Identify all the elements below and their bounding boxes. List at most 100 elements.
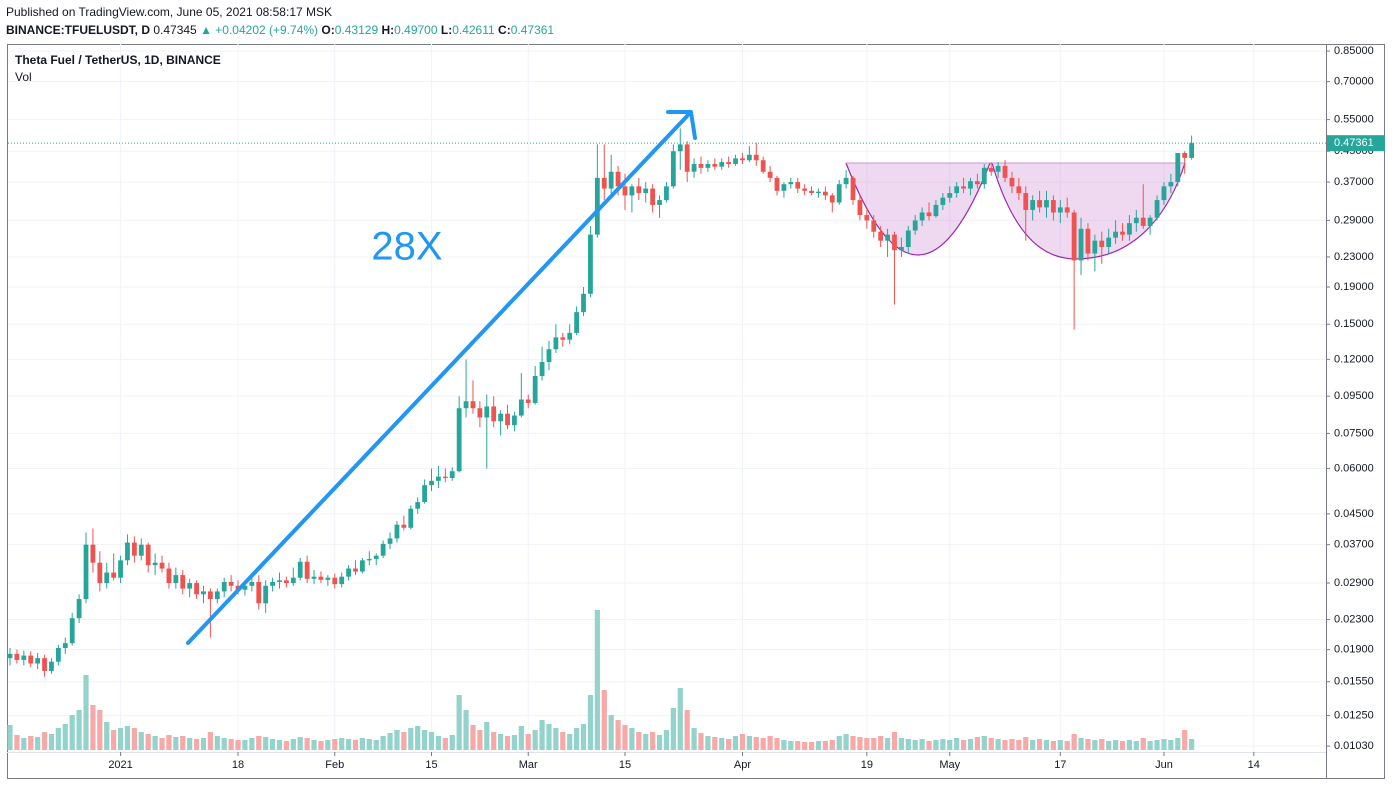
ohlc-value: 0.49700 bbox=[394, 23, 438, 37]
candle-body bbox=[207, 591, 213, 600]
candle-body bbox=[1175, 152, 1181, 183]
candle-body bbox=[28, 655, 34, 664]
volume-bar bbox=[138, 732, 144, 750]
candle-body bbox=[733, 158, 738, 164]
x-tick-label: Mar bbox=[519, 759, 538, 771]
candle-body bbox=[173, 575, 179, 584]
candle-body bbox=[912, 220, 918, 231]
symbol-line: BINANCE:TFUELUSDT, D 0.47345 ▲ +0.04202 … bbox=[6, 23, 554, 37]
volume-bar bbox=[843, 734, 849, 750]
volume-bar bbox=[1168, 740, 1174, 750]
volume-bar bbox=[55, 728, 61, 750]
volume-bar bbox=[940, 739, 946, 750]
candle-body bbox=[878, 231, 884, 241]
volume-bar bbox=[83, 675, 89, 750]
chart-title: Theta Fuel / TetherUS, 1D, BINANCE bbox=[15, 53, 221, 67]
candle-body bbox=[1161, 186, 1167, 201]
volume-bar bbox=[173, 737, 179, 750]
volume-bar bbox=[345, 739, 352, 750]
volume-bar bbox=[35, 737, 41, 750]
candle-body bbox=[256, 581, 262, 604]
volume-bar bbox=[1126, 740, 1133, 750]
candle-body bbox=[843, 177, 849, 185]
candle-body bbox=[829, 195, 835, 203]
candle-body bbox=[1140, 217, 1146, 226]
cup-arc bbox=[991, 162, 1186, 260]
candle-body bbox=[159, 562, 165, 569]
volume-bar bbox=[90, 705, 96, 750]
candle-body bbox=[449, 471, 455, 479]
candle-body bbox=[885, 234, 890, 241]
volume-bar bbox=[214, 736, 220, 750]
candle-body bbox=[560, 337, 566, 340]
grid bbox=[8, 44, 1326, 752]
candle-body bbox=[373, 555, 379, 559]
volume-bar bbox=[726, 739, 732, 750]
candle-body bbox=[512, 415, 517, 426]
candle-body bbox=[477, 408, 483, 418]
volume-bar bbox=[553, 728, 559, 750]
candle-body bbox=[1051, 200, 1056, 213]
volume-bar bbox=[656, 735, 663, 750]
volume-bar bbox=[131, 728, 137, 750]
candle-body bbox=[442, 476, 448, 479]
volume-bar bbox=[1071, 734, 1077, 750]
candle-body bbox=[263, 585, 269, 604]
x-tick-label: Apr bbox=[734, 759, 751, 771]
volume-bar bbox=[912, 740, 918, 750]
candle-body bbox=[429, 480, 434, 486]
candle-body bbox=[1002, 165, 1008, 178]
candle-body bbox=[214, 591, 220, 600]
volume-bar bbox=[491, 732, 497, 750]
volume-bar bbox=[166, 735, 172, 750]
candle-body bbox=[726, 162, 732, 164]
axes: 0.850000.700000.550000.450000.370000.290… bbox=[8, 45, 1385, 771]
candle-body bbox=[968, 181, 973, 189]
candle-body bbox=[691, 163, 697, 172]
volume-bar bbox=[1030, 740, 1036, 750]
volume-bar bbox=[808, 742, 815, 750]
candle-body bbox=[270, 581, 275, 586]
ohlc-label: C: bbox=[498, 23, 511, 37]
volume-bar bbox=[456, 695, 462, 750]
arrow-head bbox=[666, 110, 697, 140]
volume-bar bbox=[1112, 740, 1119, 750]
candle-body bbox=[1064, 207, 1070, 213]
volume-bar bbox=[463, 710, 469, 750]
y-tick-label: 0.01900 bbox=[1334, 644, 1374, 656]
volume-bar bbox=[850, 736, 856, 750]
volume-bar bbox=[767, 736, 773, 750]
volume-bar bbox=[339, 738, 345, 750]
candle-body bbox=[947, 193, 953, 198]
volume-bar bbox=[435, 736, 442, 750]
candle-body bbox=[394, 524, 400, 539]
candle-body bbox=[221, 581, 227, 592]
ohlc: O:0.43129 H:0.49700 L:0.42611 C:0.47361 bbox=[321, 23, 554, 37]
candle-body bbox=[788, 182, 794, 185]
volume-bar bbox=[746, 736, 752, 750]
candle-body bbox=[850, 177, 856, 201]
candle-body bbox=[664, 186, 669, 201]
volume-bar bbox=[124, 726, 131, 750]
candle-body bbox=[1113, 231, 1118, 238]
volume-bar bbox=[442, 738, 448, 750]
x-tick-label: Jun bbox=[1155, 759, 1173, 771]
volume-bar bbox=[97, 710, 103, 750]
x-tick-label: 17 bbox=[1054, 759, 1066, 771]
x-tick-label: 2021 bbox=[108, 759, 132, 771]
candle-body bbox=[1189, 143, 1195, 158]
candle-body bbox=[636, 186, 642, 194]
candle-body bbox=[201, 591, 206, 595]
volume-bar bbox=[470, 725, 476, 750]
volume-bar bbox=[311, 740, 317, 750]
volume-bar bbox=[484, 722, 490, 750]
candle-body bbox=[553, 337, 559, 350]
x-tick-label: 18 bbox=[232, 759, 244, 771]
volume-bar bbox=[788, 741, 794, 750]
candle-body bbox=[104, 572, 110, 584]
candle-body bbox=[180, 575, 186, 589]
y-tick-label: 0.85000 bbox=[1334, 45, 1374, 57]
volume-bar bbox=[926, 741, 932, 750]
candle-body bbox=[622, 186, 628, 196]
